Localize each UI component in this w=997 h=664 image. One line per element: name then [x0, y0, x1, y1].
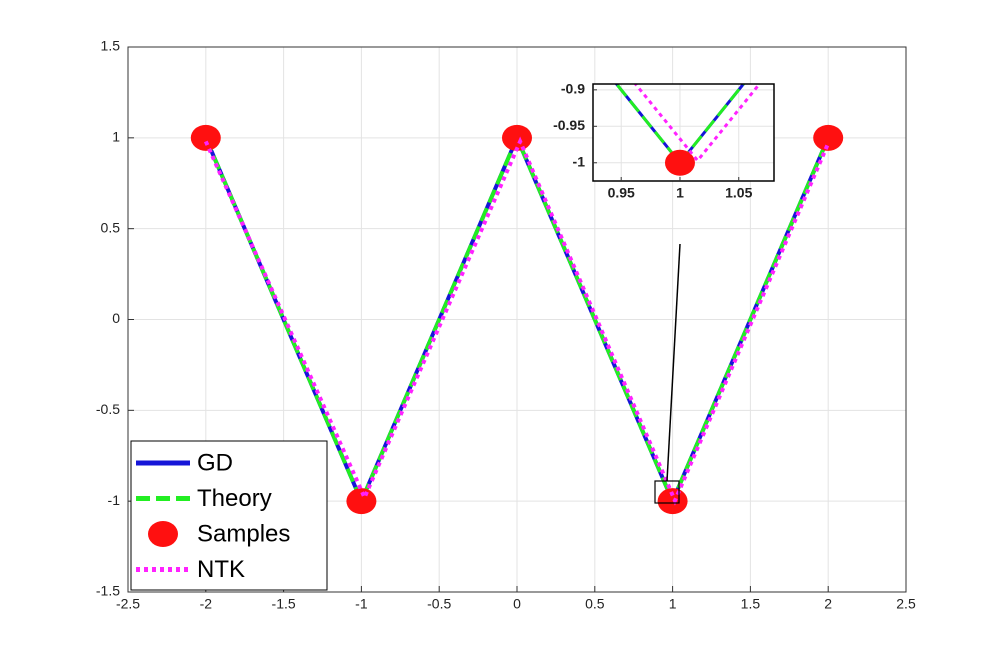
y-tick-label: -0.5	[96, 401, 120, 417]
legend-label: Theory	[197, 485, 272, 512]
y-tick-label: -1	[108, 492, 121, 508]
series-line	[203, 136, 831, 506]
y-tick-label: 0	[112, 310, 120, 326]
inset-box	[592, 83, 775, 182]
y-tick-label: 1	[112, 129, 120, 145]
x-tick-label: 1.05	[725, 185, 752, 201]
x-tick-label: 0.95	[608, 185, 635, 201]
sample-point	[346, 488, 377, 515]
x-tick-label: 1	[669, 596, 677, 612]
x-tick-label: -0.5	[427, 596, 451, 612]
legend-marker	[148, 521, 178, 547]
x-tick-label: 2.5	[896, 596, 916, 612]
x-tick-label: -2.5	[116, 596, 140, 612]
legend-label: Samples	[197, 520, 290, 547]
y-tick-label: -1	[573, 153, 586, 169]
x-tick-label: 2	[824, 596, 832, 612]
sample-point	[190, 124, 221, 151]
x-tick-label: -2	[200, 596, 213, 612]
zoom-connector	[666, 243, 681, 482]
sample-point	[502, 124, 532, 151]
legend-label: NTK	[197, 556, 245, 583]
sample-point	[813, 124, 844, 151]
x-tick-label: 1.5	[741, 596, 761, 612]
x-tick-label: -1.5	[272, 596, 296, 612]
sample-point	[664, 149, 695, 176]
y-tick-label: -0.95	[553, 117, 585, 133]
series-line	[614, 84, 746, 166]
sample-point	[657, 488, 688, 515]
legend-label: GD	[197, 449, 233, 476]
x-tick-label: 0.5	[585, 596, 605, 612]
x-tick-label: 1	[676, 185, 684, 201]
legend-box	[130, 440, 328, 591]
inset: 0.95 1 1.05 -0.9 -0.95 -1	[553, 81, 775, 201]
series-line	[614, 84, 746, 166]
x-tick-label: 0	[513, 596, 521, 612]
x-tick-label: -1	[355, 596, 368, 612]
y-tick-label: 0.5	[101, 219, 121, 235]
y-tick-label: -0.9	[561, 81, 585, 97]
y-tick-label: -1.5	[96, 583, 120, 599]
series-line	[633, 84, 762, 163]
y-tick-label: 1.5	[101, 38, 121, 54]
legend: GD Theory Samples NTK	[130, 440, 328, 591]
